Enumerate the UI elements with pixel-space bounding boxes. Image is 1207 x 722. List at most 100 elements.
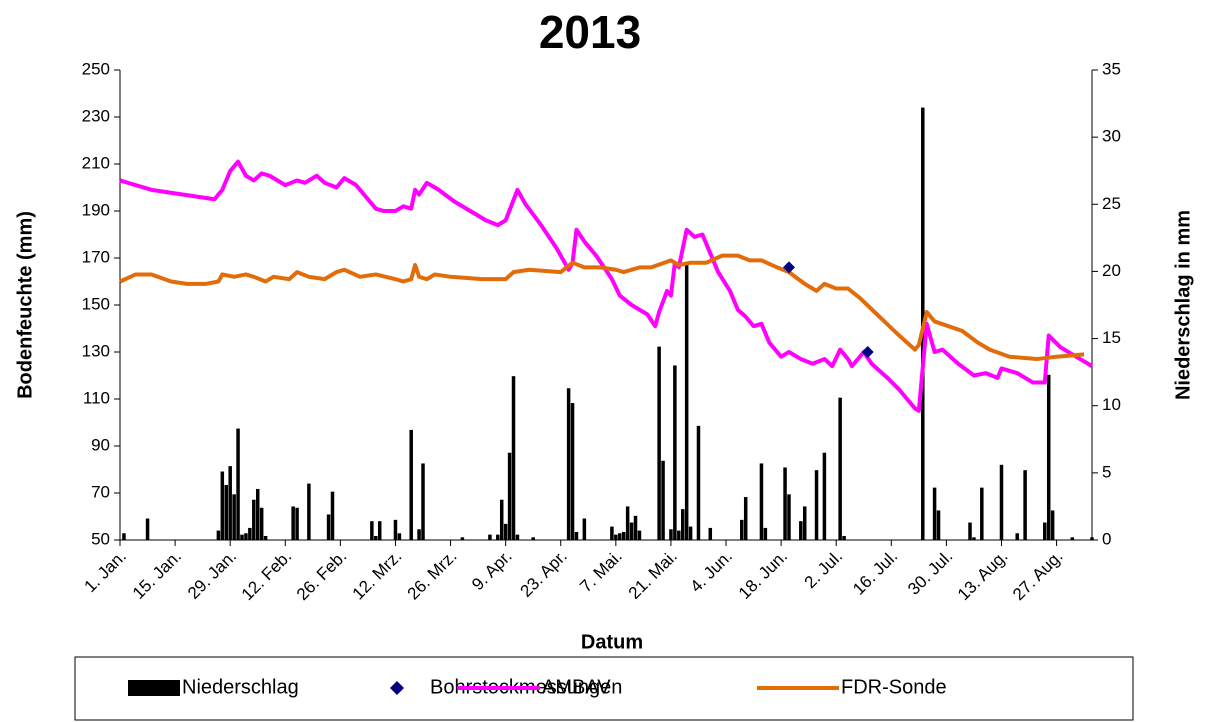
bar xyxy=(1050,510,1055,540)
x-tick-label: 1. Jan. xyxy=(80,547,130,597)
x-tick-label: 26. Feb. xyxy=(293,547,351,605)
y2-tick-label: 0 xyxy=(1102,529,1111,548)
x-tick-label: 7. Mai. xyxy=(576,547,626,597)
bar xyxy=(370,521,374,540)
bar xyxy=(374,535,378,540)
legend-icon xyxy=(128,680,180,696)
bar xyxy=(657,346,661,540)
legend-label: FDR-Sonde xyxy=(841,676,947,698)
y-tick-label: 50 xyxy=(91,529,110,548)
legend-icon xyxy=(390,681,404,695)
bar xyxy=(838,397,842,540)
y-tick-label: 230 xyxy=(82,106,110,125)
y-tick-label: 70 xyxy=(91,482,110,501)
bar xyxy=(999,464,1004,540)
bar xyxy=(625,506,630,540)
bar xyxy=(326,514,331,540)
bar xyxy=(614,534,618,540)
bar xyxy=(248,527,252,540)
bar xyxy=(507,452,512,540)
bar xyxy=(417,529,421,540)
bar xyxy=(503,523,508,540)
legend-label: Niederschlag xyxy=(182,676,299,698)
y-tick-label: 90 xyxy=(91,435,110,454)
bar xyxy=(570,403,575,540)
x-tick-label: 9. Apr. xyxy=(468,547,516,595)
y-tick-label: 210 xyxy=(82,153,110,172)
bar xyxy=(787,494,791,540)
bar xyxy=(240,534,244,540)
bar xyxy=(421,463,425,540)
legend-box xyxy=(74,656,1134,721)
y2-tick-label: 5 xyxy=(1102,462,1111,481)
y2-tick-label: 20 xyxy=(1102,261,1121,280)
bar xyxy=(1015,533,1019,540)
bar xyxy=(499,499,504,540)
line xyxy=(119,159,1094,413)
bar xyxy=(531,537,535,540)
x-tick-label: 29. Jan. xyxy=(184,547,240,603)
bar xyxy=(295,507,299,540)
x-tick-label: 18. Jun. xyxy=(735,547,791,603)
bar xyxy=(814,470,819,540)
bar xyxy=(291,506,295,540)
bar xyxy=(936,510,941,540)
bar xyxy=(1090,537,1094,540)
y2-axis-title: Niederschlag in mm xyxy=(1172,210,1194,400)
y2-tick-label: 35 xyxy=(1102,59,1121,78)
x-tick-label: 13. Aug. xyxy=(954,547,1012,605)
bar xyxy=(393,519,398,540)
bar xyxy=(574,531,579,540)
bar xyxy=(972,537,976,540)
y2-tick-label: 25 xyxy=(1102,194,1121,213)
x-tick-label: 23. Apr. xyxy=(517,547,571,601)
x-tick-label: 12. Mrz. xyxy=(349,547,406,604)
y-tick-label: 250 xyxy=(82,59,110,78)
bar xyxy=(252,499,256,540)
bar xyxy=(224,484,229,540)
x-tick-label: 15. Jan. xyxy=(129,547,185,603)
y-tick-label: 130 xyxy=(82,341,110,360)
line xyxy=(119,253,1085,362)
bar xyxy=(496,534,500,540)
legend-label: AMBAV xyxy=(542,676,611,698)
bar xyxy=(255,488,260,540)
bar xyxy=(259,507,264,540)
bar xyxy=(582,518,587,540)
bar xyxy=(236,428,240,540)
bar xyxy=(216,530,221,540)
bar xyxy=(1023,470,1027,540)
bar xyxy=(802,506,807,540)
x-tick-label: 12. Feb. xyxy=(238,547,296,605)
bar xyxy=(515,534,520,540)
bar xyxy=(680,509,685,540)
bar xyxy=(228,466,232,540)
x-tick-label: 30. Jul. xyxy=(904,547,956,599)
bar xyxy=(511,376,516,540)
bar xyxy=(968,522,972,540)
bar xyxy=(244,533,248,540)
bar xyxy=(763,527,768,540)
bar xyxy=(566,388,571,540)
bar xyxy=(932,487,937,540)
x-tick-label: 21. Mai. xyxy=(625,547,681,603)
bar xyxy=(621,531,626,540)
bar xyxy=(1046,374,1051,540)
bar xyxy=(799,521,803,540)
bar xyxy=(633,515,638,540)
bar xyxy=(673,365,677,540)
y-tick-label: 170 xyxy=(82,247,110,266)
bar xyxy=(688,526,693,540)
bar xyxy=(460,537,465,540)
bar xyxy=(661,460,665,540)
bar xyxy=(610,526,614,540)
bar xyxy=(232,494,236,540)
x-tick-label: 26. Mrz. xyxy=(404,547,461,604)
bar xyxy=(409,429,413,540)
bar xyxy=(1043,522,1047,540)
x-tick-label: 16. Jul. xyxy=(849,547,901,599)
y-tick-label: 110 xyxy=(83,388,110,407)
bar xyxy=(842,535,846,540)
marker xyxy=(782,261,795,274)
